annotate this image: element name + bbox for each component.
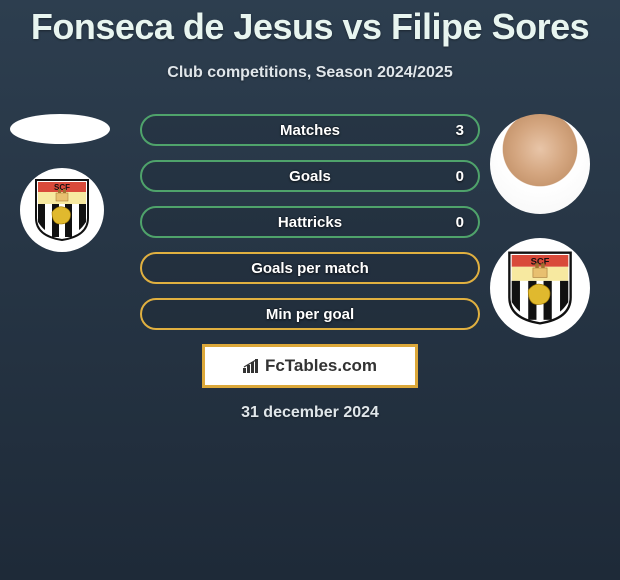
player-right-photo bbox=[490, 114, 590, 214]
shield-icon: SCF bbox=[34, 178, 90, 242]
stat-bar-matches: Matches 3 bbox=[140, 114, 480, 146]
stat-label: Min per goal bbox=[266, 306, 354, 323]
stat-bar-min-per-goal: Min per goal bbox=[140, 298, 480, 330]
player-left-placeholder bbox=[10, 114, 110, 144]
stat-bar-goals-per-match: Goals per match bbox=[140, 252, 480, 284]
player-right-club-badge: SCF bbox=[490, 238, 590, 338]
player-left-column: SCF bbox=[10, 114, 110, 252]
stat-label: Goals per match bbox=[251, 260, 369, 277]
page-subtitle: Club competitions, Season 2024/2025 bbox=[0, 64, 620, 82]
stat-label: Goals bbox=[289, 168, 331, 185]
player-right-column: SCF bbox=[490, 114, 590, 338]
bars-icon bbox=[243, 359, 261, 373]
watermark-text: FcTables.com bbox=[243, 356, 377, 376]
stat-value-right: 3 bbox=[456, 122, 464, 139]
player-left-club-badge: SCF bbox=[20, 168, 104, 252]
stat-value-right: 0 bbox=[456, 214, 464, 231]
shield-icon: SCF bbox=[507, 250, 573, 326]
stat-bar-goals: Goals 0 bbox=[140, 160, 480, 192]
scf-text: SCF bbox=[54, 183, 70, 192]
stat-bars: Matches 3 Goals 0 Hattricks 0 Goals per … bbox=[140, 114, 480, 422]
stat-label: Hattricks bbox=[278, 214, 342, 231]
stat-bar-hattricks: Hattricks 0 bbox=[140, 206, 480, 238]
page-title: Fonseca de Jesus vs Filipe Sores bbox=[0, 0, 620, 48]
watermark-box: FcTables.com bbox=[202, 344, 418, 388]
date-text: 31 december 2024 bbox=[140, 404, 480, 422]
watermark-label: FcTables.com bbox=[265, 356, 377, 376]
stat-value-right: 0 bbox=[456, 168, 464, 185]
svg-text:SCF: SCF bbox=[531, 255, 550, 266]
stat-label: Matches bbox=[280, 122, 340, 139]
